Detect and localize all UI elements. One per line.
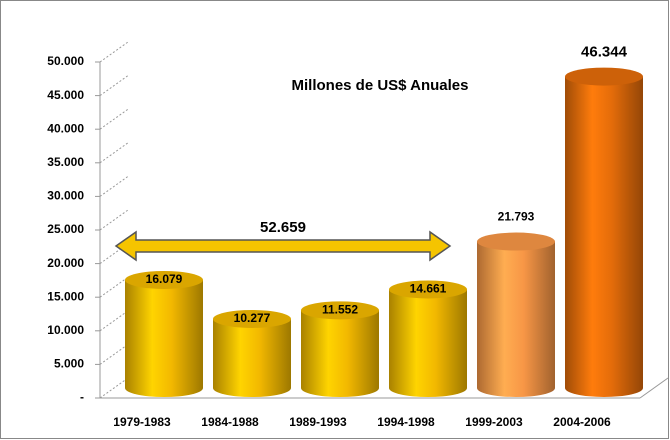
x-tick-label: 1984-1988 [201,415,259,429]
bar [565,67,643,397]
grid-line [99,175,129,197]
y-tick-label: 45.000 [47,88,84,102]
x-tick-label: 2004-2006 [553,415,611,429]
grid-line [99,343,129,365]
y-tick-label: 10.000 [47,323,84,337]
value-label: 21.793 [498,210,535,224]
x-tick-label: 1979-1983 [113,415,171,429]
bar-body [213,318,291,397]
y-tick-label: 30.000 [47,189,84,203]
y-tick-label: 50.000 [47,54,84,68]
y-tick-label: 15.000 [47,289,84,303]
value-label: 11.552 [322,303,358,317]
y-tick-label: 40.000 [47,121,84,135]
value-label: 16.079 [146,272,183,286]
bar-top [389,280,467,299]
bar-top [301,301,379,320]
y-tick-label: 35.000 [47,155,84,169]
grid-line [99,276,129,298]
bar-body [301,310,379,397]
bar-top [125,270,203,289]
chart-title: Millones de US$ Anuales [292,77,469,94]
bar [477,232,555,397]
y-tick-label: 5.000 [54,357,84,371]
grid-line [99,75,129,97]
span-arrow [114,230,452,262]
grid-line [99,41,129,63]
bar [213,309,291,397]
value-label: 14.661 [410,282,447,296]
value-label: 10.277 [234,311,271,325]
grid-line [99,209,129,231]
grid-line [99,377,129,399]
span-label: 52.659 [260,219,306,236]
y-tick-label: - [80,390,84,404]
grid-line [99,108,129,130]
bar-body [389,289,467,397]
x-tick-label: 1994-1998 [377,415,435,429]
bar [125,270,203,397]
grid-line [99,310,129,332]
y-tick-label: 20.000 [47,256,84,270]
y-tick-label: 25.000 [47,222,84,236]
bar-top [565,67,643,86]
bar-body [125,279,203,397]
bar [389,280,467,397]
bar-body [565,76,643,397]
bar-body [477,241,555,397]
grid-line [99,142,129,164]
bar [301,301,379,397]
floor-edge [639,377,669,399]
bar-top [213,309,291,328]
double-arrow [114,230,452,262]
bar-top [477,232,555,251]
x-tick-label: 1989-1993 [289,415,347,429]
x-tick-label: 1999-2003 [465,415,523,429]
value-label: 46.344 [581,44,628,61]
